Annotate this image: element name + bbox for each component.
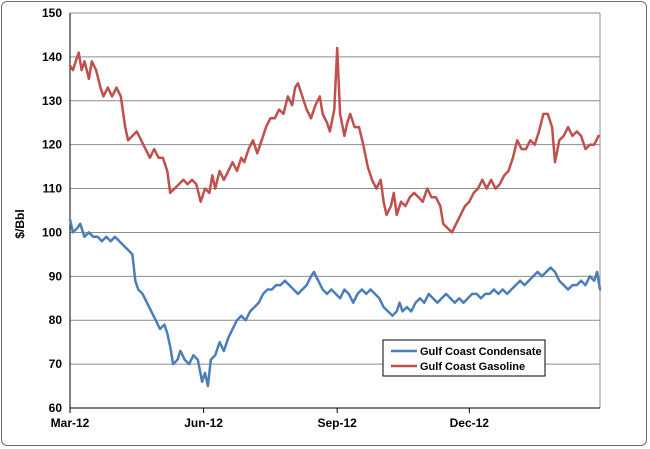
x-tick-label: Dec-12: [450, 416, 490, 430]
series-line-gasoline: [68, 46, 600, 234]
y-tick-label: 130: [42, 94, 62, 108]
series-line-condensate: [68, 218, 602, 388]
legend-box: [382, 339, 546, 377]
y-tick-label: 100: [42, 225, 62, 239]
x-tick-label: Mar-12: [51, 416, 90, 430]
legend-label-condensate: Gulf Coast Condensate: [420, 346, 542, 358]
x-axis-ticks: Mar-12 Jun-12 Sep-12 Dec-12: [51, 408, 490, 430]
y-tick-label: 140: [42, 50, 62, 64]
x-tick-label: Jun-12: [184, 416, 223, 430]
y-axis-ticks: 60 70 80 90 100 110 120 130 140 150: [42, 6, 62, 415]
y-tick-label: 110: [43, 182, 63, 196]
y-tick-label: 80: [49, 313, 63, 327]
y-tick-label: 90: [49, 269, 63, 283]
y-tick-label: 150: [42, 6, 62, 20]
gridlines: [69, 12, 601, 409]
series-layer: [68, 46, 602, 388]
y-tick-label: 60: [49, 401, 63, 415]
legend: Gulf Coast Condensate Gulf Coast Gasolin…: [382, 339, 546, 377]
y-tick-label: 120: [42, 138, 62, 152]
y-tick-label: 70: [49, 357, 63, 371]
x-tick-label: Sep-12: [317, 416, 357, 430]
legend-label-gasoline: Gulf Coast Gasoline: [420, 361, 525, 373]
y-axis-title: $/Bbl: [13, 209, 27, 238]
